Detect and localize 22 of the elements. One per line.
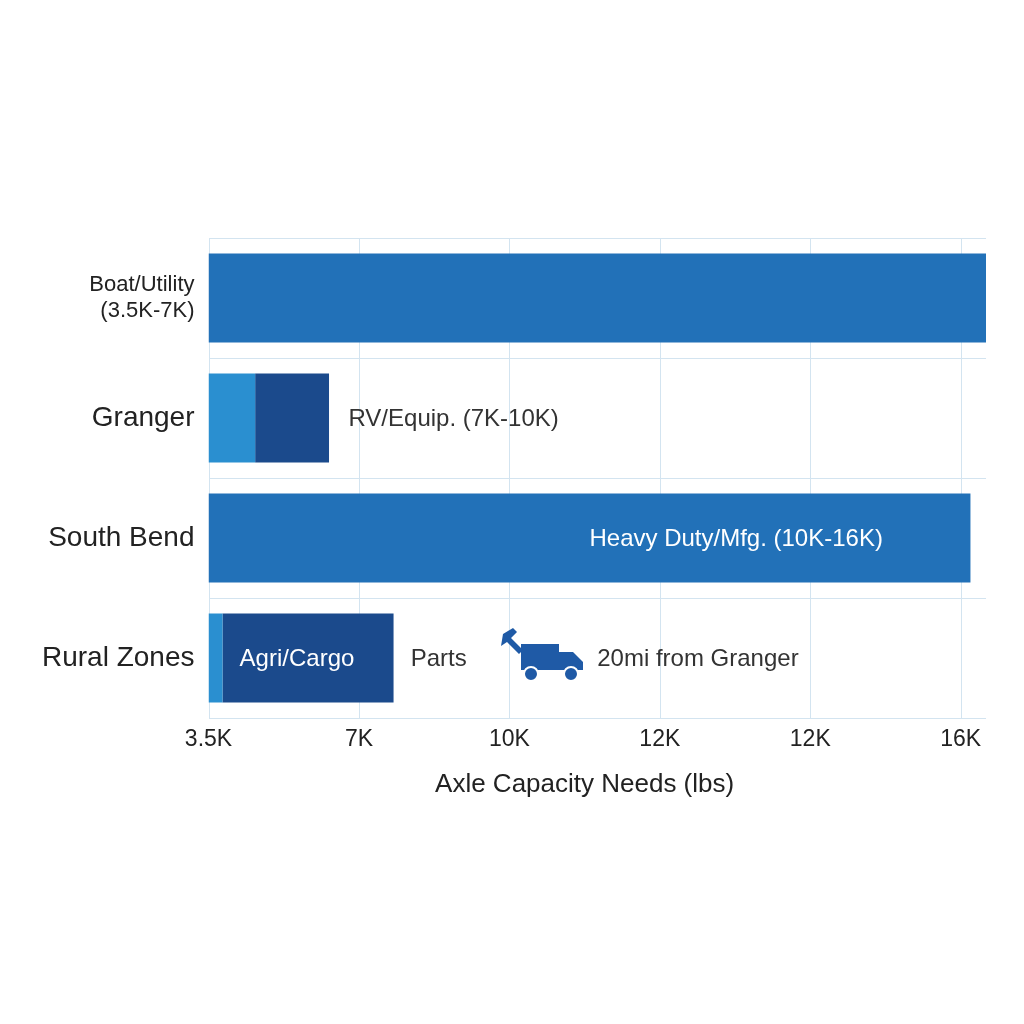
annotation: RV/Equip. (7K-10K) [348,403,559,431]
bar [208,373,256,463]
bar [208,253,986,343]
text: 7K [344,724,374,751]
bar [208,493,971,583]
annotation: Agri/Cargo [239,643,355,671]
text: 16K [940,724,982,751]
x-axis-title: Axle Capacity Needs (lbs) [435,768,735,799]
annotation: Heavy Duty/Mfg. (10K-16K) [589,523,883,551]
text: 12K [639,724,681,751]
annotation: Parts [410,643,467,671]
y-tick-label: South Bend [48,520,195,552]
bar [255,373,330,463]
y-tick-label: Rural Zones [41,640,195,672]
annotation: 20mi from Granger [597,643,799,671]
y-tick-label: Granger [91,400,195,432]
bar [208,613,223,703]
text: 10K [488,724,531,751]
text: 12K [789,724,832,751]
text: 3.5K [184,724,233,751]
bar [222,613,394,703]
y-tick-label: Boat/Utility (3.5K-7K) [89,270,195,323]
